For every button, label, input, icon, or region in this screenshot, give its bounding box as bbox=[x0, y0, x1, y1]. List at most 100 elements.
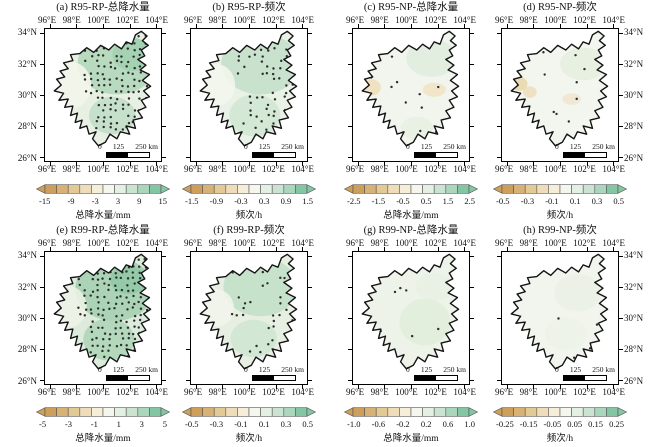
stipple-dot bbox=[393, 290, 397, 294]
stipple-dot bbox=[138, 318, 142, 322]
colorbar-tick-label: -0.6 bbox=[371, 419, 386, 429]
field-patch bbox=[200, 64, 236, 107]
colorbar bbox=[344, 184, 478, 194]
stipple-dot bbox=[261, 72, 264, 76]
scale-bar-label: 0 bbox=[406, 365, 410, 374]
stipple-dot bbox=[91, 290, 95, 293]
stipple-dot bbox=[83, 289, 86, 292]
stipple-dot bbox=[97, 116, 100, 119]
axis-tick-mark bbox=[49, 247, 51, 251]
colorbar-segment bbox=[501, 407, 514, 417]
stipple-dot bbox=[115, 296, 119, 299]
stipple-dot bbox=[119, 326, 122, 330]
stipple-dot bbox=[133, 302, 136, 306]
stipple-dot bbox=[261, 284, 265, 287]
x-axis-tick-label: 100°E bbox=[544, 238, 567, 248]
x-axis-tick-label: 100°E bbox=[87, 238, 110, 248]
x-axis-tick-label: 102°E bbox=[424, 15, 447, 25]
axis-tick-mark bbox=[497, 380, 501, 382]
region-map bbox=[510, 30, 609, 147]
stipple-dot bbox=[114, 332, 117, 336]
map-plot-area: 0 125 250 km bbox=[348, 247, 474, 389]
scale-bar-graphic bbox=[563, 375, 607, 381]
axis-tick-mark bbox=[40, 32, 44, 34]
y-axis-tick-label: 30°N bbox=[17, 90, 37, 100]
x-axis-tick-label: 100°E bbox=[233, 15, 256, 25]
axis-tick-mark bbox=[613, 24, 615, 28]
colorbar-segment bbox=[375, 184, 389, 194]
x-axis-tick-label: 96°E bbox=[184, 238, 203, 248]
stipple-dot bbox=[267, 113, 270, 117]
stipple-dot bbox=[103, 295, 106, 299]
axis-tick-mark bbox=[275, 162, 277, 166]
stipple-dot bbox=[108, 277, 112, 281]
x-axis-tick-label: 100°E bbox=[87, 15, 110, 25]
stipple-dot bbox=[95, 36, 99, 39]
stipple-dot bbox=[115, 97, 119, 101]
colorbar-tick-label: -0.15 bbox=[519, 419, 538, 429]
axis-tick-mark bbox=[357, 385, 359, 389]
map-plot-area: 0 125 250 km bbox=[497, 247, 623, 389]
colorbar-segment bbox=[548, 184, 561, 194]
colorbar-axis-label: 总降水量/mm bbox=[75, 434, 131, 444]
stipple-dot bbox=[103, 40, 107, 44]
stipple-dot bbox=[241, 313, 245, 317]
region-map bbox=[199, 30, 298, 147]
colorbar-segment bbox=[352, 407, 365, 417]
colorbar-tick-label: 5 bbox=[162, 419, 167, 429]
stipple-dot bbox=[114, 302, 118, 306]
stipple-dot bbox=[89, 77, 93, 81]
axis-tick-mark bbox=[348, 157, 352, 159]
axis-tick-mark bbox=[162, 286, 166, 288]
stipple-dot bbox=[235, 314, 238, 317]
colorbar-segment bbox=[79, 407, 92, 417]
axis-tick-mark bbox=[103, 162, 104, 166]
stipple-dot bbox=[119, 276, 123, 280]
axis-tick-mark bbox=[195, 385, 197, 389]
stipple-dot bbox=[255, 344, 258, 348]
colorbar-segment bbox=[571, 184, 584, 194]
colorbar-segment bbox=[56, 407, 69, 417]
axis-tick-mark bbox=[411, 162, 412, 166]
stipple-dot bbox=[297, 272, 299, 274]
stipple-dot bbox=[272, 319, 276, 323]
stipple-dot bbox=[151, 36, 153, 38]
stipple-dot bbox=[120, 288, 124, 292]
stipple-dot bbox=[273, 98, 277, 101]
stipple-dot bbox=[77, 306, 80, 309]
x-axis-tick-label: 98°E bbox=[519, 163, 538, 174]
stipple-dot bbox=[114, 90, 118, 93]
x-axis-top: 96°E 98°E 100°E 102°E 104°E bbox=[184, 15, 314, 26]
stipple-dot bbox=[137, 326, 140, 329]
colorbar-segment bbox=[387, 407, 400, 417]
stipple-dot bbox=[113, 36, 117, 39]
stipple-dot bbox=[126, 308, 129, 311]
colorbar-tick-label: 1.0 bbox=[464, 419, 475, 429]
y-axis-right: 34°N 32°N 30°N 28°N 26°N bbox=[624, 27, 650, 163]
stipple-dot bbox=[259, 350, 262, 354]
stipple-dot bbox=[89, 258, 93, 261]
axis-tick-mark bbox=[464, 24, 466, 28]
stipple-dot bbox=[108, 78, 111, 81]
axis-tick-mark bbox=[506, 247, 508, 251]
stipple-dot bbox=[132, 55, 135, 58]
scale-bar-label: 0 bbox=[555, 365, 559, 374]
axis-tick-mark bbox=[195, 247, 197, 251]
region-map bbox=[361, 253, 460, 370]
stipple-dot bbox=[230, 35, 233, 39]
stipple-dot bbox=[261, 270, 265, 274]
scale-bar-labels: 0 125 250 km bbox=[243, 143, 305, 151]
stipple-dot bbox=[120, 78, 124, 82]
stipple-dot bbox=[261, 95, 264, 99]
region-outline bbox=[199, 30, 298, 147]
x-axis-tick-label: 100°E bbox=[87, 163, 110, 174]
axis-tick-mark bbox=[308, 349, 312, 351]
stipple-dot bbox=[133, 115, 136, 118]
colorbar-segment bbox=[410, 407, 423, 417]
stipple-dot bbox=[248, 95, 252, 98]
stipple-dot bbox=[107, 34, 111, 38]
x-axis-tick-label: 98°E bbox=[208, 238, 227, 248]
stipple-dot bbox=[138, 47, 142, 51]
colorbar-segment bbox=[559, 407, 572, 417]
